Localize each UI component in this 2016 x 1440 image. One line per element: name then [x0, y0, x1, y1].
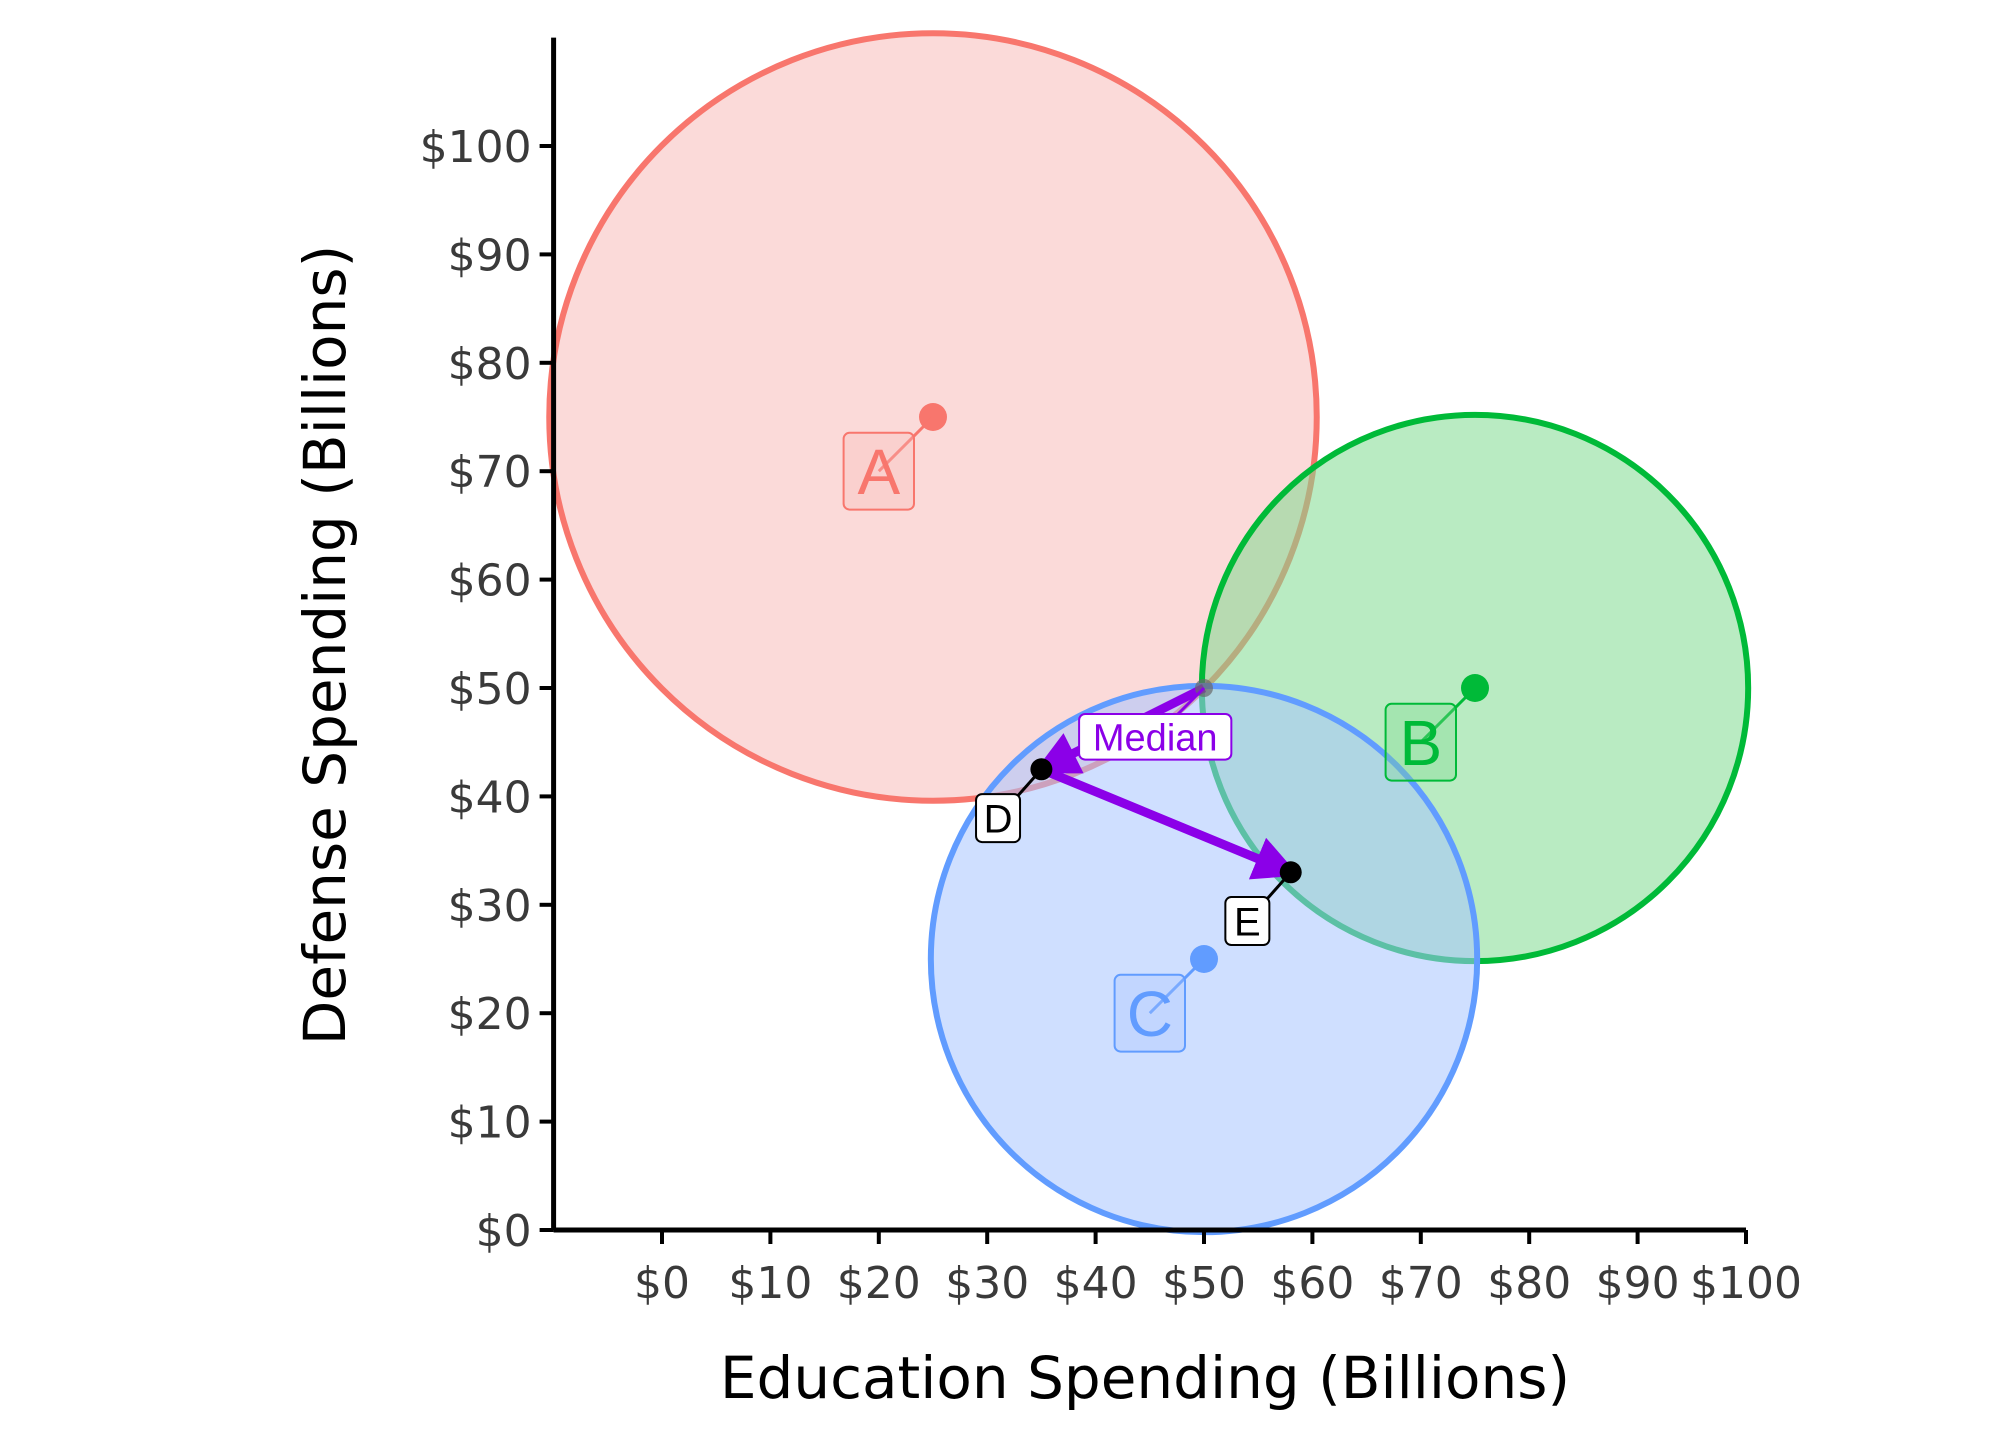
proposal-label-e-box: [1224, 896, 1271, 947]
voter-label-c-text: C: [1127, 978, 1173, 1050]
x-axis-title: Education Spending (Billions): [720, 1344, 1570, 1412]
voter-label-c-box: [1113, 973, 1186, 1053]
y-tick-label-90: $90: [448, 230, 532, 281]
x-tick-label-90: $90: [1596, 1258, 1680, 1309]
x-tick-label-40: $40: [1054, 1258, 1138, 1309]
voter-label-c-leader: [1148, 957, 1206, 1015]
y-axis-title: Defense Spending (Billions): [291, 245, 359, 1046]
voter-label-a-box: [842, 431, 915, 511]
x-tick-label-10: $10: [728, 1258, 812, 1309]
y-tick-label-20: $20: [448, 989, 532, 1040]
x-tick-label-30: $30: [945, 1258, 1029, 1309]
y-tick-label-80: $80: [448, 339, 532, 390]
voter-label-b-leader: [1419, 686, 1477, 744]
proposal-label-d-text: D: [984, 797, 1013, 841]
y-tick-label-30: $30: [448, 881, 532, 932]
voter-label-b-box: [1384, 702, 1457, 782]
voter-label-a-text: A: [857, 436, 900, 508]
y-tick-label-40: $40: [448, 772, 532, 823]
y-tick-label-50: $50: [448, 664, 532, 715]
x-tick-label-60: $60: [1270, 1258, 1354, 1309]
voter-label-b-text: B: [1399, 707, 1442, 779]
voter-label-a-leader: [877, 415, 935, 473]
y-tick-label-60: $60: [448, 556, 532, 607]
x-tick-label-50: $50: [1162, 1258, 1246, 1309]
proposal-label-d-box: [975, 793, 1022, 844]
proposal-label-e-text: E: [1234, 900, 1261, 944]
path-arrow-2: [1039, 765, 1300, 880]
point-labels: A B C Median D E: [842, 415, 1477, 1053]
x-tick-label-0: $0: [634, 1258, 690, 1309]
median-label-text: Median: [1093, 717, 1218, 759]
y-tick-label-100: $100: [420, 122, 532, 173]
y-tick-label-70: $70: [448, 447, 532, 498]
x-tick-label-20: $20: [837, 1258, 921, 1309]
y-tick-label-0: $0: [476, 1206, 532, 1257]
x-tick-label-70: $70: [1379, 1258, 1463, 1309]
axes: $0 $10 $20 $30 $40 $50 $60 $70 $80 $90 $100$0$10$2…: [420, 37, 1802, 1309]
x-tick-label-80: $80: [1487, 1258, 1571, 1309]
median-label-box: [1078, 712, 1233, 761]
x-tick-label-100: $100: [1690, 1258, 1802, 1309]
y-tick-label-10: $10: [448, 1098, 532, 1149]
